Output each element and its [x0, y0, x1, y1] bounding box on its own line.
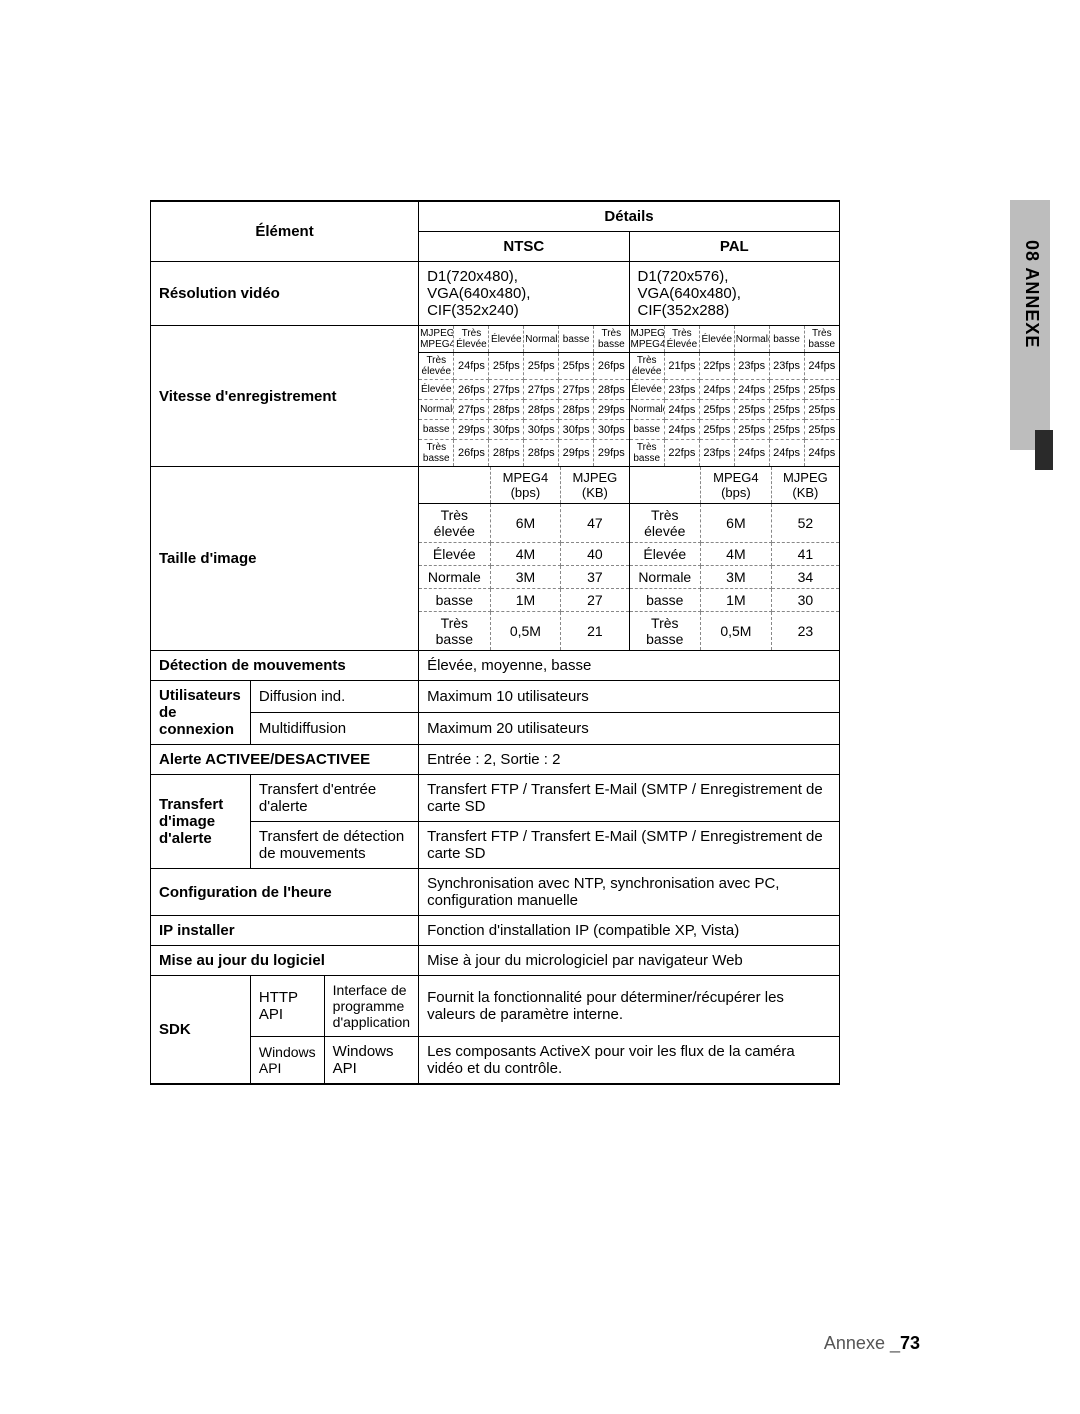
- fps-grid-pal: MJPEG MPEG4Très ÉlevéeÉlevéeNormalebasse…: [629, 326, 839, 467]
- row-sdk-r1-value: Fournit la fonctionnalité pour détermine…: [419, 976, 840, 1037]
- row-motion-label: Détection de mouvements: [151, 651, 419, 681]
- row-alertimg-r2-value: Transfert FTP / Transfert E-Mail (SMTP /…: [419, 822, 840, 869]
- row-imgsize-label: Taille d'image: [151, 467, 419, 651]
- row-alertimg-r1-label: Transfert d'entrée d'alerte: [250, 775, 418, 822]
- hdr-details: Détails: [419, 201, 840, 232]
- footer-text: Annexe _: [824, 1333, 900, 1353]
- row-sdk-r2-value: Les composants ActiveX pour voir les flu…: [419, 1037, 840, 1085]
- row-users-r2-value: Maximum 20 utilisateurs: [419, 713, 840, 745]
- row-alertonoff-value: Entrée : 2, Sortie : 2: [419, 745, 840, 775]
- row-resolution-label: Résolution vidéo: [151, 262, 419, 326]
- fps-subtable: MJPEG MPEG4Très ÉlevéeÉlevéeNormalebasse…: [630, 326, 839, 466]
- imgsz-subtable: MPEG4 (bps)MJPEG (KB)Très élevée6M52Élev…: [630, 467, 839, 650]
- row-recspeed-label: Vitesse d'enregistrement: [151, 326, 419, 467]
- row-alertonoff-label: Alerte ACTIVEE/DESACTIVEE: [151, 745, 419, 775]
- row-alertimg-r1-value: Transfert FTP / Transfert E-Mail (SMTP /…: [419, 775, 840, 822]
- row-sdk-r1c1: HTTP API: [250, 976, 324, 1037]
- row-alertimg-label: Transfert d'image d'alerte: [151, 775, 251, 869]
- row-sdk-r2c2: Windows API: [324, 1037, 418, 1085]
- row-users-r1-value: Maximum 10 utilisateurs: [419, 681, 840, 713]
- page-content: Élément Détails NTSC PAL Résolution vidé…: [0, 0, 1080, 1145]
- row-swupd-value: Mise à jour du micrologiciel par navigat…: [419, 946, 840, 976]
- row-swupd-label: Mise au jour du logiciel: [151, 946, 419, 976]
- row-users-label: Utilisateurs de connexion: [151, 681, 251, 745]
- spec-table: Élément Détails NTSC PAL Résolution vidé…: [150, 200, 840, 1085]
- row-users-r1-label: Diffusion ind.: [250, 681, 418, 713]
- hdr-pal: PAL: [629, 232, 839, 262]
- fps-grid-ntsc: MJPEG MPEG4Très ÉlevéeÉlevéeNormalebasse…: [419, 326, 629, 467]
- row-timecfg-value: Synchronisation avec NTP, synchronisatio…: [419, 869, 840, 916]
- row-motion-value: Élevée, moyenne, basse: [419, 651, 840, 681]
- row-alertimg-r2-label: Transfert de détection de mouvements: [250, 822, 418, 869]
- imgsz-grid-ntsc: MPEG4 (bps)MJPEG (KB)Très élevée6M47Élev…: [419, 467, 629, 651]
- row-resolution-pal: D1(720x576), VGA(640x480), CIF(352x288): [629, 262, 839, 326]
- row-sdk-label: SDK: [151, 976, 251, 1085]
- imgsz-grid-pal: MPEG4 (bps)MJPEG (KB)Très élevée6M52Élev…: [629, 467, 839, 651]
- row-users-r2-label: Multidiffusion: [250, 713, 418, 745]
- imgsz-subtable: MPEG4 (bps)MJPEG (KB)Très élevée6M47Élev…: [419, 467, 628, 650]
- hdr-ntsc: NTSC: [419, 232, 629, 262]
- row-timecfg-label: Configuration de l'heure: [151, 869, 419, 916]
- row-ipinst-label: IP installer: [151, 916, 419, 946]
- row-ipinst-value: Fonction d'installation IP (compatible X…: [419, 916, 840, 946]
- page-footer: Annexe _73: [824, 1333, 920, 1354]
- row-resolution-ntsc: D1(720x480), VGA(640x480), CIF(352x240): [419, 262, 629, 326]
- hdr-element: Élément: [151, 201, 419, 262]
- footer-page: 73: [900, 1333, 920, 1353]
- fps-subtable: MJPEG MPEG4Très ÉlevéeÉlevéeNormalebasse…: [419, 326, 628, 466]
- row-sdk-r1c2: Interface de programme d'application: [324, 976, 418, 1037]
- row-sdk-r2c1: Windows API: [250, 1037, 324, 1085]
